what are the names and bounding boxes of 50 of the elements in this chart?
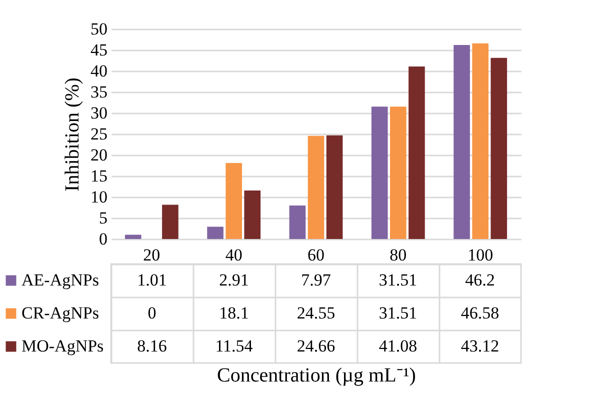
y-tick-label: 5 — [99, 208, 108, 228]
x-axis-title: Concentration (µg mL⁻¹) — [217, 364, 416, 386]
legend-label: CR-AgNPs — [22, 304, 99, 322]
data-label: 31.51 — [378, 270, 418, 290]
data-label: 46.58 — [460, 304, 500, 322]
bar — [244, 190, 261, 239]
data-label: 2.91 — [219, 270, 249, 290]
y-tick-label: 40 — [90, 62, 108, 80]
y-tick-label: 50 — [90, 20, 108, 38]
data-label: 24.66 — [296, 336, 336, 356]
bar — [454, 44, 470, 239]
legend-label: AE-AgNPs — [22, 270, 99, 290]
data-label: 18.1 — [219, 304, 249, 322]
bar — [371, 106, 388, 239]
data-label: 46.2 — [465, 270, 495, 290]
data-label: 11.54 — [215, 336, 254, 356]
y-tick-label: 0 — [99, 230, 108, 248]
bar — [390, 106, 406, 239]
data-label: 43.12 — [460, 336, 500, 356]
bar — [226, 162, 242, 239]
data-label: 1.01 — [137, 270, 167, 290]
x-tick-label: 40 — [225, 246, 242, 264]
x-tick-label: 80 — [390, 246, 407, 264]
x-tick-label: 20 — [143, 246, 160, 264]
data-label: 7.97 — [301, 270, 332, 290]
data-label: 24.55 — [296, 304, 336, 322]
data-label: 41.08 — [378, 336, 418, 356]
bar — [308, 136, 324, 239]
bar — [326, 135, 343, 239]
bar — [490, 58, 508, 239]
y-tick-label: 25 — [90, 124, 108, 144]
bar — [162, 204, 178, 239]
legend-label: MO-AgNPs — [22, 336, 104, 356]
y-tick-label: 35 — [90, 82, 108, 102]
bar — [408, 66, 425, 239]
data-label: 8.16 — [137, 336, 167, 356]
y-axis-title: Inhibition (%) — [62, 78, 84, 192]
x-tick-label: 100 — [468, 246, 494, 264]
data-label: 31.51 — [378, 304, 418, 322]
bar — [289, 206, 306, 239]
y-tick-label: 20 — [90, 146, 108, 164]
x-tick-label: 60 — [308, 246, 324, 264]
y-tick-label: 10 — [90, 188, 108, 206]
y-tick-label: 45 — [90, 40, 108, 60]
bar — [472, 43, 488, 239]
bar — [207, 226, 224, 239]
y-tick-label: 30 — [90, 104, 108, 122]
data-label: 0 — [148, 304, 156, 322]
bar — [124, 234, 142, 239]
y-tick-label: 15 — [90, 166, 108, 186]
